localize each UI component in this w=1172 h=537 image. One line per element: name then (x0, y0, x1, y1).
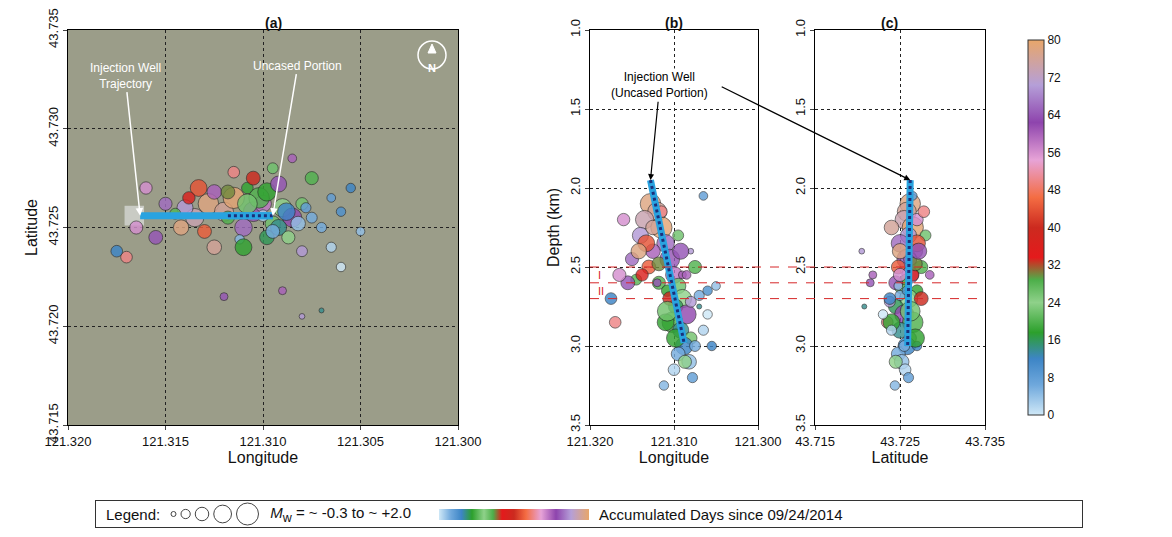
svg-text:48: 48 (1047, 183, 1061, 197)
svg-text:2.5: 2.5 (568, 256, 583, 274)
svg-text:43.735: 43.735 (965, 434, 1005, 449)
svg-text:Injection Well(Uncased Portion: Injection Well(Uncased Portion) (611, 70, 708, 100)
svg-text:121.310: 121.310 (651, 434, 698, 449)
svg-text:72: 72 (1047, 71, 1061, 85)
svg-text:43.725: 43.725 (880, 434, 920, 449)
svg-text:0: 0 (1047, 408, 1054, 422)
svg-text:121.300: 121.300 (435, 434, 482, 449)
svg-text:Injection WellTrajectory: Injection WellTrajectory (90, 61, 161, 91)
svg-text:43.715: 43.715 (795, 434, 835, 449)
svg-text:Longitude: Longitude (228, 449, 298, 466)
svg-text:121.320: 121.320 (45, 434, 92, 449)
svg-text:80: 80 (1047, 33, 1061, 47)
svg-text:64: 64 (1047, 108, 1061, 122)
svg-text:121.305: 121.305 (337, 434, 384, 449)
svg-text:Uncased Portion: Uncased Portion (253, 59, 342, 73)
svg-text:Longitude: Longitude (639, 449, 709, 466)
svg-text:(c): (c) (881, 15, 898, 31)
svg-text:2.5: 2.5 (793, 256, 808, 274)
svg-text:24: 24 (1047, 296, 1061, 310)
svg-text:II: II (598, 285, 604, 297)
svg-text:43.715: 43.715 (46, 403, 61, 443)
svg-text:Depth (km): Depth (km) (545, 188, 562, 267)
svg-text:43.725: 43.725 (46, 206, 61, 246)
svg-text:(a): (a) (265, 15, 282, 31)
svg-text:1.5: 1.5 (568, 98, 583, 116)
svg-text:2.0: 2.0 (793, 177, 808, 195)
svg-text:(b): (b) (665, 15, 683, 31)
svg-text:1.5: 1.5 (793, 98, 808, 116)
svg-text:32: 32 (1047, 258, 1061, 272)
svg-text:1.0: 1.0 (793, 19, 808, 37)
svg-text:43.730: 43.730 (46, 107, 61, 147)
svg-text:121.320: 121.320 (567, 434, 614, 449)
svg-text:2.0: 2.0 (568, 177, 583, 195)
svg-text:3.5: 3.5 (793, 414, 808, 432)
svg-text:43.735: 43.735 (46, 8, 61, 48)
svg-text:3.0: 3.0 (568, 335, 583, 353)
svg-text:Latitude: Latitude (872, 449, 929, 466)
html-text:Legend:: Legend: (106, 505, 161, 523)
svg-text:121.315: 121.315 (142, 434, 189, 449)
svg-text:3.0: 3.0 (793, 335, 808, 353)
svg-text:16: 16 (1047, 333, 1061, 347)
svg-text:43.720: 43.720 (46, 304, 61, 344)
svg-text:3.5: 3.5 (568, 414, 583, 432)
svg-text:Latitude: Latitude (23, 199, 40, 256)
svg-text:121.310: 121.310 (240, 434, 287, 449)
svg-text:56: 56 (1047, 146, 1061, 160)
svg-text:121.300: 121.300 (735, 434, 782, 449)
svg-text:N: N (428, 62, 436, 74)
svg-text:I: I (598, 269, 601, 281)
html-text:Accumulated Days since 09/24/2: Accumulated Days since 09/24/2014 (599, 505, 843, 523)
html-text:Mw= ~ -0.3 to ~ +2.0: Mw= ~ -0.3 to ~ +2.0 (270, 503, 411, 525)
svg-text:8: 8 (1047, 371, 1054, 385)
svg-text:1.0: 1.0 (568, 19, 583, 37)
svg-text:40: 40 (1047, 221, 1061, 235)
